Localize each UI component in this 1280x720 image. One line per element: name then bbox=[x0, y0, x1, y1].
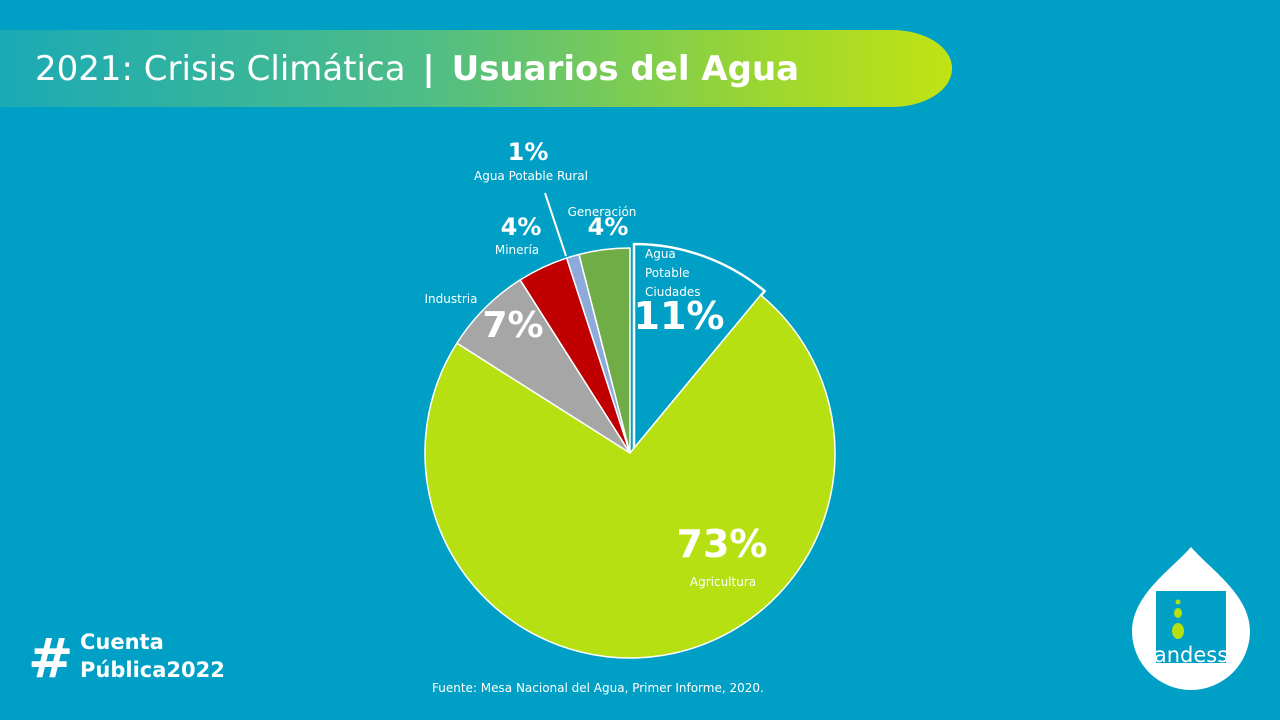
category-label: Agua Potable Rural bbox=[474, 169, 588, 183]
hashtag-line1: Cuenta bbox=[80, 630, 164, 654]
category-label: Agua bbox=[645, 247, 676, 261]
leader-line bbox=[544, 192, 567, 257]
title-separator: | bbox=[422, 49, 435, 89]
andess-logo: andess bbox=[1132, 547, 1250, 690]
title-main: 2021: Crisis Climática bbox=[35, 49, 406, 89]
logo-drop-small bbox=[1175, 599, 1181, 605]
pie-slice bbox=[578, 247, 631, 454]
logo-drop-medium bbox=[1174, 608, 1182, 618]
logo-text: andess bbox=[1154, 643, 1228, 667]
title-banner bbox=[0, 30, 952, 107]
category-label: Minería bbox=[495, 243, 539, 257]
pie-slice bbox=[424, 294, 836, 659]
logo-drop-large bbox=[1172, 623, 1184, 639]
source-note: Fuente: Mesa Nacional del Agua, Primer I… bbox=[432, 681, 764, 695]
category-label: Generación bbox=[568, 205, 637, 219]
pie-slice bbox=[632, 242, 766, 451]
data-label: 73% bbox=[677, 522, 768, 566]
category-label: Industria bbox=[425, 292, 478, 306]
data-label: 4% bbox=[588, 213, 629, 241]
category-label: Agricultura bbox=[690, 575, 756, 589]
category-label: Potable bbox=[645, 266, 690, 280]
hashtag-symbol: # bbox=[28, 627, 74, 690]
logo-square bbox=[1156, 591, 1226, 663]
category-label: Ciudades bbox=[645, 285, 701, 299]
data-label: 1% bbox=[508, 138, 549, 166]
data-label: 11% bbox=[634, 294, 725, 338]
hashtag-line2: Pública2022 bbox=[80, 658, 225, 682]
page-title: 2021: Crisis Climática | Usuarios del Ag… bbox=[35, 44, 799, 94]
title-bold: Usuarios del Agua bbox=[451, 49, 800, 89]
data-label: 4% bbox=[501, 213, 542, 241]
data-label: 7% bbox=[482, 305, 543, 346]
